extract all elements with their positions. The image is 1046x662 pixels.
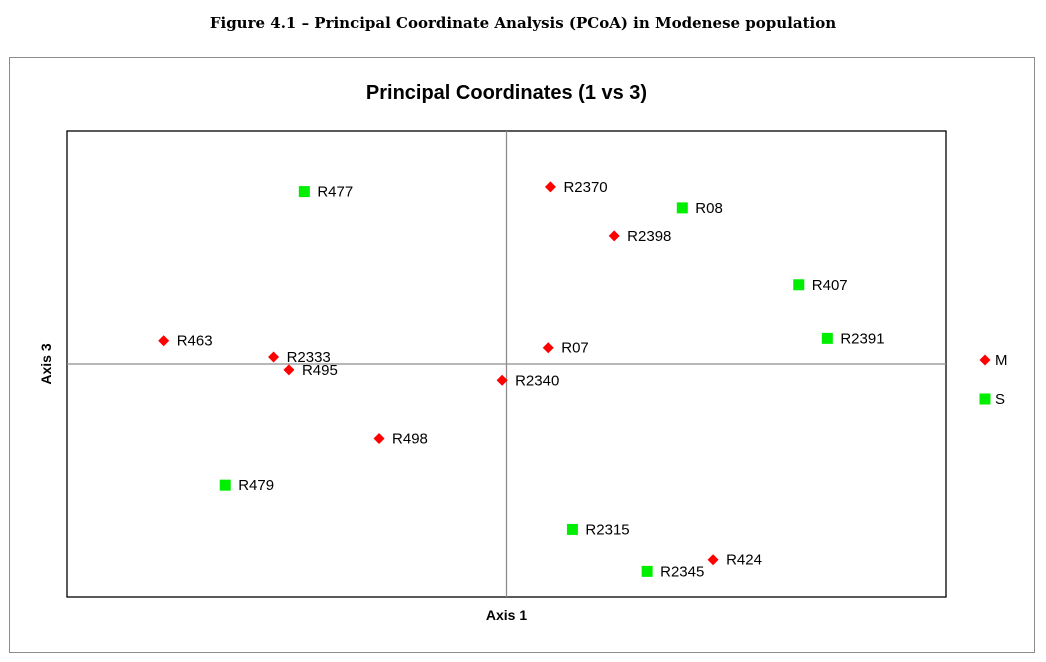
point-label-r463: R463 bbox=[177, 333, 213, 350]
point-r2345 bbox=[641, 565, 653, 577]
point-r2333 bbox=[268, 351, 280, 363]
legend: MS bbox=[979, 352, 1008, 408]
point-r479 bbox=[219, 479, 231, 491]
point-r407 bbox=[793, 279, 805, 291]
figure-caption: Figure 4.1 – Principal Coordinate Analys… bbox=[209, 14, 837, 32]
point-r495 bbox=[283, 364, 295, 376]
point-label-r2398: R2398 bbox=[627, 228, 671, 245]
point-r2391 bbox=[821, 332, 833, 344]
chart-frame: Principal Coordinates (1 vs 3) R2370 R239… bbox=[9, 57, 1035, 653]
point-label-r2315: R2315 bbox=[585, 521, 629, 538]
point-r07 bbox=[542, 342, 554, 354]
legend-marker-m bbox=[979, 354, 991, 366]
legend-marker-s bbox=[979, 393, 991, 405]
x-axis-label: Axis 1 bbox=[486, 607, 527, 623]
point-label-r2340: R2340 bbox=[515, 372, 559, 389]
point-label-r424: R424 bbox=[726, 552, 762, 569]
point-r498 bbox=[373, 433, 385, 445]
point-label-r479: R479 bbox=[238, 477, 274, 494]
point-label-r495: R495 bbox=[302, 362, 338, 379]
point-label-r407: R407 bbox=[812, 277, 848, 294]
point-r2370 bbox=[544, 181, 556, 193]
point-r477 bbox=[298, 186, 310, 198]
point-r2315 bbox=[566, 523, 578, 535]
y-axis-label: Axis 3 bbox=[38, 343, 54, 384]
point-r2340 bbox=[496, 374, 508, 386]
point-label-r498: R498 bbox=[392, 431, 428, 448]
legend-label-s: S bbox=[995, 391, 1005, 408]
point-label-r08: R08 bbox=[695, 200, 723, 217]
point-label-r2333: R2333 bbox=[287, 349, 331, 366]
chart-title: Principal Coordinates (1 vs 3) bbox=[366, 82, 647, 104]
point-r463 bbox=[158, 335, 170, 347]
point-r08 bbox=[676, 202, 688, 214]
legend-label-m: M bbox=[995, 352, 1008, 369]
point-label-r477: R477 bbox=[317, 184, 353, 201]
point-r2398 bbox=[608, 230, 620, 242]
point-r424 bbox=[707, 554, 719, 566]
point-label-r2370: R2370 bbox=[563, 179, 607, 196]
point-label-r2345: R2345 bbox=[660, 563, 704, 580]
pcoa-scatter-chart: Principal Coordinates (1 vs 3) R2370 R239… bbox=[38, 82, 1008, 623]
point-label-r07: R07 bbox=[561, 340, 589, 357]
point-label-r2391: R2391 bbox=[840, 330, 884, 347]
